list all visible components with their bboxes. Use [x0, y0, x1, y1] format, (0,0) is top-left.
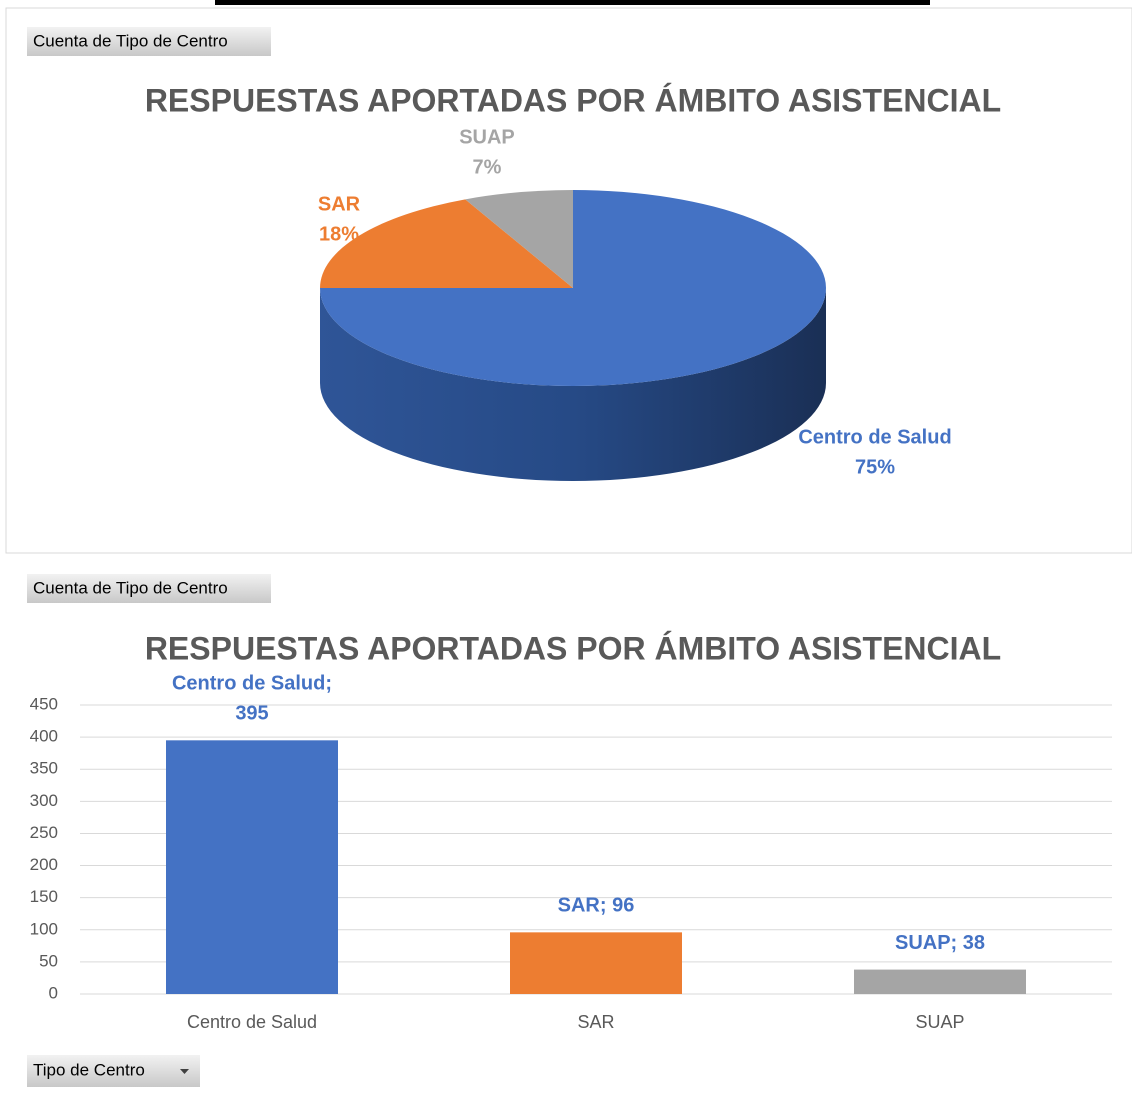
data-label: SUAP; 38 [895, 932, 985, 954]
y-tick-label: 400 [30, 727, 58, 746]
chart-title: RESPUESTAS APORTADAS POR ÁMBITO ASISTENC… [145, 630, 1001, 666]
field-button[interactable] [27, 27, 271, 56]
data-label-name: Centro de Salud [798, 426, 951, 448]
x-tick-label: Centro de Salud [187, 1012, 317, 1032]
y-tick-label: 50 [39, 951, 58, 970]
data-label: Centro de Salud; 395 [172, 673, 332, 725]
data-label-name: SAR [318, 193, 361, 215]
field-button[interactable] [27, 574, 271, 603]
y-tick-label: 200 [30, 855, 58, 874]
data-label-value: 7% [473, 156, 502, 178]
y-tick-label: 0 [49, 983, 58, 1002]
bar [854, 969, 1026, 994]
field-button-label: Cuenta de Tipo de Centro [33, 578, 228, 597]
axis-field-button-label: Tipo de Centro [33, 1060, 145, 1079]
data-label-value: 75% [855, 456, 895, 478]
y-tick-label: 450 [30, 694, 58, 713]
pie-slice [320, 199, 573, 288]
y-tick-label: 100 [30, 919, 58, 938]
dropdown-arrow [180, 1069, 189, 1074]
field-button-label: Cuenta de Tipo de Centro [33, 31, 228, 50]
y-tick-label: 350 [30, 759, 58, 778]
top-bar [215, 0, 930, 5]
y-tick-label: 300 [30, 791, 58, 810]
x-tick-label: SUAP [915, 1012, 964, 1032]
data-label-name: SUAP [459, 126, 515, 148]
data-label-value: 18% [319, 223, 359, 245]
pie-side [320, 288, 826, 481]
pie-slice [465, 190, 573, 288]
y-tick-label: 150 [30, 887, 58, 906]
chart-title: RESPUESTAS APORTADAS POR ÁMBITO ASISTENC… [145, 82, 1001, 118]
y-tick-label: 250 [30, 823, 58, 842]
bar [166, 740, 338, 994]
axis-field-button[interactable] [27, 1055, 200, 1087]
x-tick-label: SAR [577, 1012, 614, 1032]
bar [510, 932, 682, 994]
data-label: SAR; 96 [558, 895, 635, 917]
